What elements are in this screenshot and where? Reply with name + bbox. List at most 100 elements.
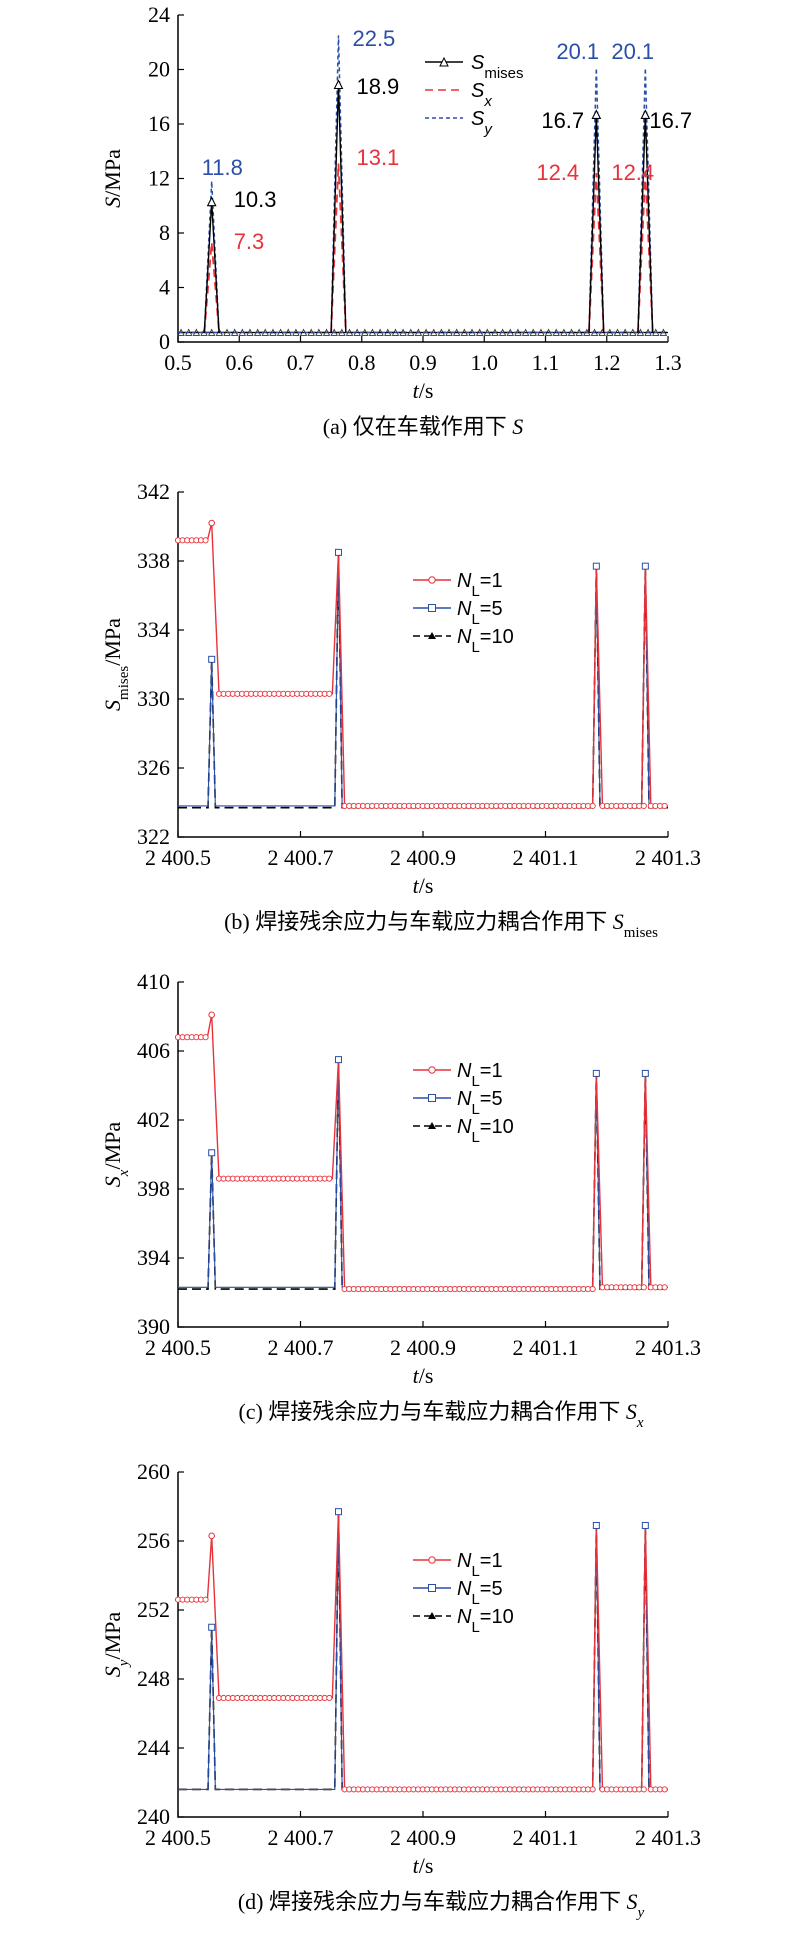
y-tick-label: 8: [159, 220, 170, 245]
legend-marker: [428, 1122, 436, 1129]
x-tick-label: 2 401.3: [635, 1335, 701, 1360]
chart-panel-c: 390 394 398 402 406 410 2 400.5 2 400.7 2 400.9 2…: [0, 960, 800, 1450]
series-sx-spike: [203, 242, 220, 333]
chart-c-svg: 390 394 398 402 406 410 2 400.5 2 400.7 2 400.9 2…: [100, 969, 701, 1431]
y-tick-label: 394: [137, 1245, 170, 1270]
smises-marker: [613, 328, 622, 336]
y-tick-label: 12: [148, 166, 170, 191]
x-tick-label: 2 400.7: [268, 1335, 334, 1360]
smises-marker: [659, 328, 668, 336]
x-tick-label: 2 400.7: [268, 845, 334, 870]
smises-marker: [560, 328, 568, 336]
x-tick-label: 2 401.1: [513, 1335, 579, 1360]
smises-marker: [498, 328, 507, 336]
y-tick-label: 252: [137, 1597, 170, 1622]
smises-marker: [429, 328, 438, 336]
chart-panel-d: 240 244 248 252 256 260 2 400.5 2 400.7 2 400.9 2…: [0, 1450, 800, 1937]
x-tick-label: 0.5: [164, 350, 192, 375]
nl5-marker: [208, 655, 216, 663]
y-tick-label: 390: [137, 1314, 170, 1339]
x-tick-label: 2 401.1: [513, 1825, 579, 1850]
smises-marker: [307, 328, 315, 336]
smises-marker: [322, 328, 331, 336]
smises-marker: [284, 328, 292, 336]
smises-marker: [552, 328, 560, 336]
x-axis-label: t/s: [413, 1853, 434, 1878]
x-tick-label: 2 400.9: [390, 1335, 456, 1360]
x-axis-label: t/s: [413, 378, 434, 403]
nl1-marker: [326, 690, 333, 697]
smises-peak-marker: [206, 196, 217, 207]
nl5-marker: [592, 1521, 600, 1529]
y-tick-label: 410: [137, 969, 170, 994]
legend-marker: [428, 632, 436, 639]
y-tick-label: 256: [137, 1528, 170, 1553]
y-tick-label: 4: [159, 275, 170, 300]
x-tick-label: 2 401.3: [635, 1825, 701, 1850]
y-tick-label: 326: [137, 755, 170, 780]
smises-marker: [629, 328, 637, 336]
y-tick-label: 0: [159, 329, 170, 354]
smises-marker: [414, 328, 423, 336]
x-tick-label: 2 400.5: [145, 1335, 211, 1360]
smises-marker: [230, 328, 239, 336]
y-tick-label: 334: [137, 617, 170, 642]
y-tick-label: 338: [137, 548, 170, 573]
smises-marker: [652, 328, 660, 336]
data-label-mises: 18.9: [356, 74, 399, 99]
nl1-marker: [326, 1694, 333, 1702]
nl5-marker: [334, 1508, 342, 1516]
nl1-marker: [661, 1786, 668, 1793]
y-tick-label: 406: [137, 1038, 170, 1063]
smises-marker: [276, 328, 285, 336]
nl5-marker: [592, 562, 600, 570]
nl5-marker: [641, 1521, 649, 1529]
y-tick-label: 248: [137, 1666, 170, 1691]
x-tick-label: 1.2: [593, 350, 621, 375]
y-tick-label: 398: [137, 1176, 170, 1201]
y-tick-label: 240: [137, 1804, 170, 1829]
smises-marker: [537, 328, 545, 336]
smises-marker: [529, 328, 537, 336]
data-label-x: 13.1: [356, 145, 399, 170]
nl1-marker: [208, 1532, 215, 1540]
x-tick-label: 2 400.9: [390, 1825, 456, 1850]
smises-marker: [361, 328, 369, 336]
data-label-mises: 10.3: [234, 187, 277, 212]
y-axis-label: S/MPa: [100, 149, 125, 208]
x-tick-label: 1.1: [532, 350, 560, 375]
smises-marker: [567, 328, 576, 336]
data-label-x: 12.4: [536, 160, 579, 185]
smises-marker: [590, 328, 599, 336]
legend-marker: [439, 56, 449, 67]
smises-marker: [422, 328, 430, 336]
legend-label: NL=5: [457, 1088, 503, 1118]
chart-panel-a: 0 4 8 12 16 20 24 0.5 0.6 0.7 0.8 0.9 1.0 1.1 1.2 1.3 t/…: [0, 0, 800, 470]
nl1-marker: [661, 1284, 668, 1291]
nl5-marker: [208, 1623, 216, 1631]
smises-marker: [330, 328, 338, 336]
smises-marker: [621, 328, 629, 336]
legend-label: NL=5: [457, 598, 503, 628]
nl5-marker: [334, 548, 342, 556]
smises-marker: [238, 328, 247, 336]
y-tick-label: 260: [137, 1459, 170, 1484]
smises-marker: [269, 328, 277, 336]
legend-marker: [428, 1584, 436, 1592]
x-tick-label: 1.0: [471, 350, 499, 375]
smises-marker: [200, 328, 208, 336]
smises-marker: [292, 328, 300, 336]
nl5-marker: [641, 562, 649, 570]
x-tick-label: 2 400.7: [268, 1825, 334, 1850]
y-tick-label: 322: [137, 824, 170, 849]
y-axis-label: Sy/MPa: [100, 1612, 132, 1678]
nl1-marker: [208, 519, 215, 527]
smises-marker: [177, 328, 185, 336]
y-axis-label: Sx/MPa: [100, 1122, 132, 1188]
smises-marker: [606, 328, 614, 336]
smises-marker: [184, 328, 193, 336]
nl1-marker: [589, 1786, 596, 1793]
nl1-marker: [640, 1786, 647, 1793]
legend-marker: [428, 1066, 436, 1074]
nl1-marker: [589, 1285, 596, 1293]
